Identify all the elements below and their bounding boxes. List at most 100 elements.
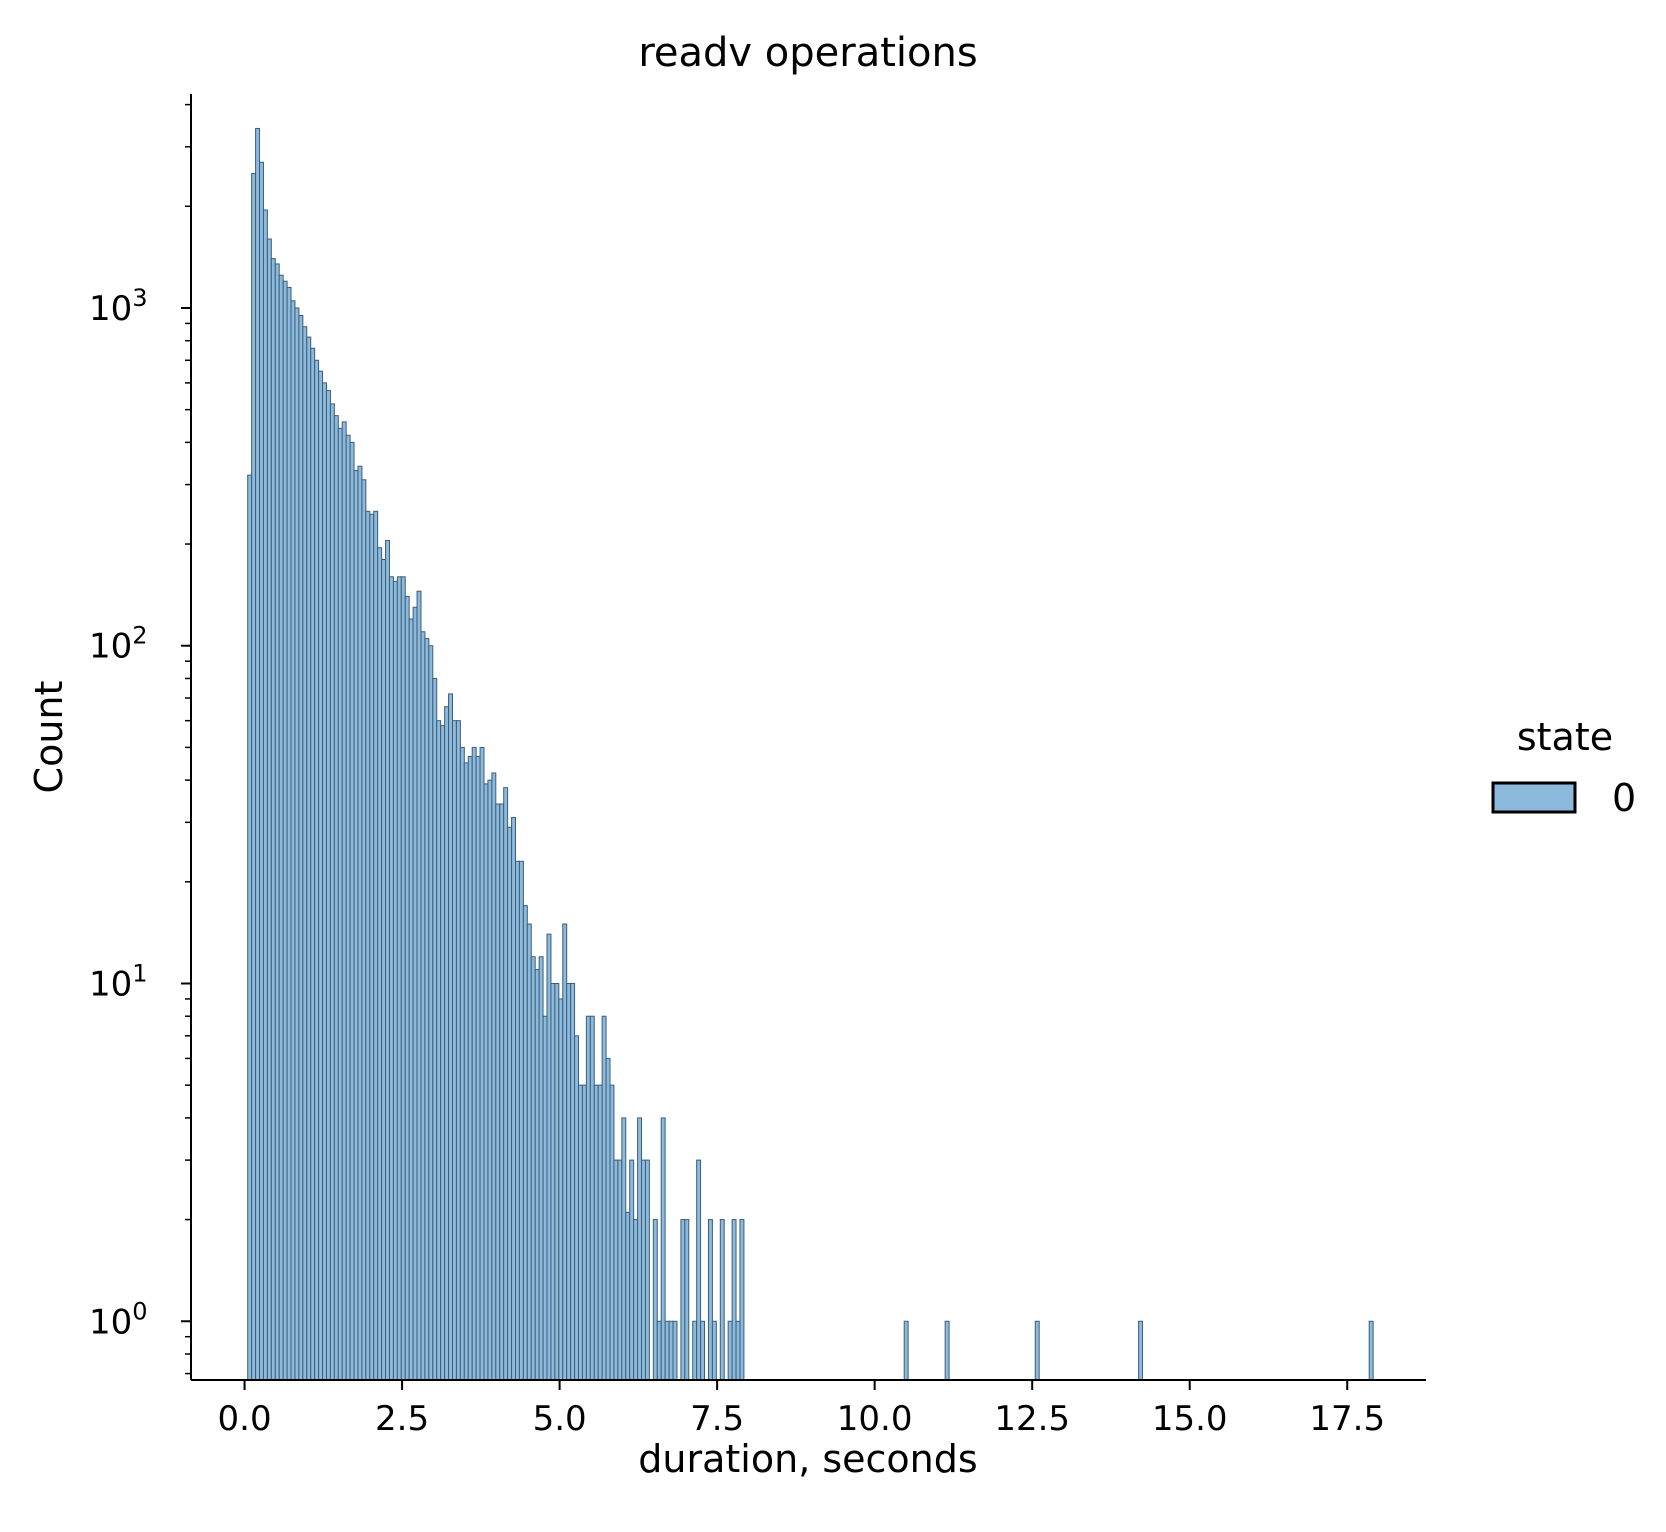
histogram-bar — [656, 1320, 662, 1381]
histogram-bar — [314, 359, 320, 1381]
x-axis-label: duration, seconds — [638, 1437, 977, 1481]
x-tick-label: 7.5 — [690, 1399, 744, 1439]
histogram-bar — [408, 618, 414, 1381]
histogram-bar — [601, 1015, 607, 1381]
histogram-bar — [428, 645, 434, 1381]
histogram-bar — [440, 725, 446, 1381]
histogram-bar — [345, 434, 351, 1381]
histogram-bar — [581, 1084, 587, 1381]
histogram-bar — [593, 1084, 599, 1381]
histogram-bar — [597, 1084, 603, 1381]
histogram-bar — [369, 513, 375, 1381]
histogram-bar — [633, 1219, 639, 1381]
histogram-bar — [392, 580, 398, 1381]
histogram-bar — [534, 969, 540, 1381]
histogram-bar — [412, 606, 418, 1381]
histogram-bar — [613, 1159, 619, 1381]
histogram-bar — [530, 956, 536, 1381]
histogram-bar — [424, 638, 430, 1381]
histogram-bar — [621, 1117, 627, 1381]
histogram-bar — [361, 479, 367, 1381]
histogram-bar — [274, 263, 280, 1381]
histogram-bar — [247, 474, 253, 1381]
x-tick-label: 15.0 — [1152, 1399, 1228, 1439]
histogram-bar — [711, 1320, 717, 1381]
chart-title: readv operations — [638, 30, 977, 76]
histogram-bar — [507, 826, 513, 1381]
histogram-bar — [731, 1219, 737, 1381]
histogram-bar — [404, 595, 410, 1381]
histogram-bar — [617, 1159, 623, 1381]
histogram-bar — [471, 746, 477, 1381]
histogram-bar — [1034, 1320, 1040, 1381]
x-tick-label: 2.5 — [375, 1399, 429, 1439]
histogram-bar — [325, 389, 331, 1381]
histogram-bar — [266, 238, 272, 1381]
histogram-bar — [310, 347, 316, 1381]
histogram-bar — [668, 1320, 674, 1381]
histogram-bar — [479, 746, 485, 1381]
y-tick-label: 101 — [89, 959, 148, 1004]
histogram-bar — [578, 1084, 583, 1381]
histogram-bar — [538, 956, 544, 1381]
histogram-bar — [251, 173, 257, 1381]
histogram-bar — [629, 1159, 635, 1381]
histogram-bar — [357, 465, 363, 1381]
histogram-bar — [625, 1211, 631, 1381]
legend-swatch — [1491, 781, 1577, 814]
histogram-bar — [605, 1057, 611, 1381]
x-tick-label: 12.5 — [994, 1399, 1070, 1439]
x-tick-label: 17.5 — [1309, 1399, 1385, 1439]
histogram-bar — [585, 1015, 591, 1381]
histogram-bar — [467, 755, 473, 1381]
histogram-bar — [637, 1117, 643, 1381]
histogram-bar — [349, 441, 355, 1381]
histogram-bar — [526, 923, 532, 1381]
histogram-bar — [491, 772, 497, 1381]
histogram-bar — [270, 258, 276, 1381]
histogram-bar — [286, 286, 292, 1381]
histogram-bar — [282, 280, 288, 1381]
histogram-bar — [542, 1015, 548, 1381]
y-ticks: 100 101 102 103 — [89, 103, 191, 1375]
histogram-bar — [333, 415, 339, 1381]
legend-title: state — [1517, 715, 1613, 759]
histogram-bar — [522, 905, 528, 1381]
histogram-bar — [255, 127, 261, 1381]
histogram-bar — [641, 1159, 646, 1381]
x-ticks: 0.0 2.5 5.0 7.5 10.0 12.5 15.0 17.5 — [218, 1380, 1385, 1439]
histogram-bar — [341, 421, 347, 1381]
histogram-bar — [306, 336, 312, 1381]
histogram-bar — [680, 1219, 686, 1381]
histogram-bar — [503, 787, 509, 1381]
histogram-bar — [735, 1320, 741, 1381]
histogram-bar — [515, 860, 520, 1381]
histogram-bar — [672, 1320, 678, 1381]
histogram-bar — [278, 274, 284, 1381]
histogram-bar — [495, 803, 501, 1381]
histogram-bar — [298, 314, 304, 1381]
histogram-bar — [262, 209, 268, 1381]
histogram-bar — [444, 706, 450, 1381]
histogram-bar — [558, 998, 564, 1381]
histogram-bar — [388, 576, 394, 1381]
histogram-bar — [329, 403, 335, 1381]
histogram-bar — [322, 382, 327, 1381]
histogram-bar — [499, 803, 505, 1381]
histogram-bar — [707, 1219, 713, 1381]
histogram-bar — [373, 510, 379, 1381]
histogram-bar — [365, 510, 371, 1381]
histogram-bar — [459, 746, 465, 1381]
histogram-bar — [609, 1084, 615, 1381]
histogram-bar — [589, 1015, 595, 1381]
histogram-bar — [700, 1320, 706, 1381]
histogram-bar — [381, 559, 387, 1381]
histogram-bar — [566, 982, 572, 1381]
histogram-bar — [483, 783, 489, 1381]
histogram-bar — [377, 547, 383, 1381]
histogram-bar — [684, 1219, 690, 1381]
histogram-bar — [455, 720, 461, 1381]
legend-entry-label: 0 — [1612, 776, 1636, 820]
x-tick-label: 0.0 — [218, 1399, 272, 1439]
